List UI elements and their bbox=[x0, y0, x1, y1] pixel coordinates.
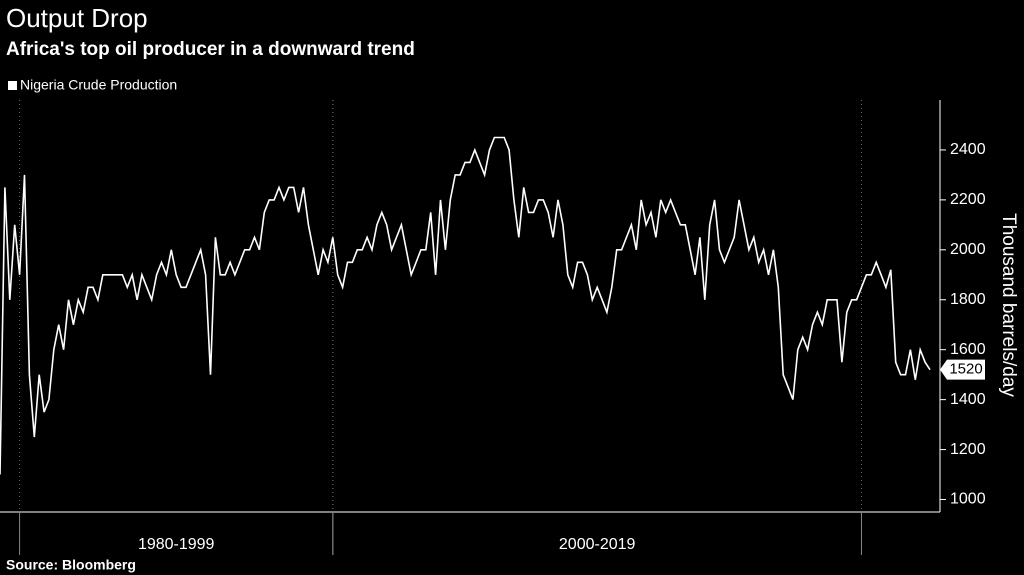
chart-title: Output Drop bbox=[6, 3, 148, 33]
x-group-label: 1980-1999 bbox=[138, 536, 215, 553]
y-tick-label: 2400 bbox=[950, 141, 986, 158]
x-group-label: 2000-2019 bbox=[559, 536, 636, 553]
y-tick-label: 2000 bbox=[950, 241, 986, 258]
y-axis-label: Thousand barrels/day bbox=[998, 213, 1019, 397]
last-value-tag bbox=[940, 359, 985, 380]
y-tick-label: 1200 bbox=[950, 441, 986, 458]
y-tick-label: 1400 bbox=[950, 391, 986, 408]
last-value-label: 1520 bbox=[949, 361, 982, 378]
y-tick-label: 1600 bbox=[950, 341, 986, 358]
y-tick-label: 1800 bbox=[950, 291, 986, 308]
y-tick-label: 2200 bbox=[950, 191, 986, 208]
legend-label: Nigeria Crude Production bbox=[20, 77, 177, 93]
source: Source: Bloomberg bbox=[6, 557, 136, 573]
chart-subtitle: Africa's top oil producer in a downward … bbox=[6, 39, 415, 60]
y-tick-label: 1000 bbox=[950, 491, 986, 508]
legend-swatch bbox=[8, 81, 17, 90]
data-line bbox=[0, 136, 931, 475]
